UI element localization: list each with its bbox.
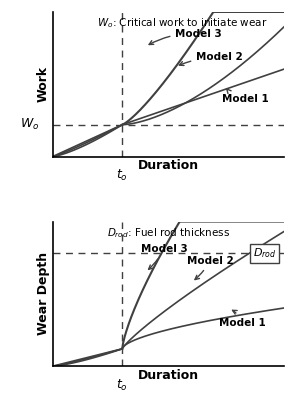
Text: Model 1: Model 1 [222, 89, 268, 103]
Text: Model 3: Model 3 [141, 244, 188, 269]
Text: $t_o$: $t_o$ [116, 378, 128, 393]
Text: Model 3: Model 3 [149, 29, 222, 45]
Text: $W_o$: $W_o$ [20, 117, 39, 132]
Text: $W_o$: Critical work to initiate wear: $W_o$: Critical work to initiate wear [97, 16, 268, 30]
Text: $D_{rod}$: Fuel rod thickness: $D_{rod}$: Fuel rod thickness [107, 226, 230, 240]
Y-axis label: Work: Work [37, 66, 50, 102]
Text: Model 1: Model 1 [219, 310, 266, 328]
Y-axis label: Wear Depth: Wear Depth [37, 252, 50, 336]
X-axis label: Duration: Duration [138, 369, 199, 382]
Text: $t_o$: $t_o$ [116, 168, 128, 183]
Text: Model 2: Model 2 [179, 52, 243, 65]
X-axis label: Duration: Duration [138, 159, 199, 172]
Text: $D_{rod}$: $D_{rod}$ [253, 246, 276, 260]
Text: Model 2: Model 2 [187, 256, 234, 279]
